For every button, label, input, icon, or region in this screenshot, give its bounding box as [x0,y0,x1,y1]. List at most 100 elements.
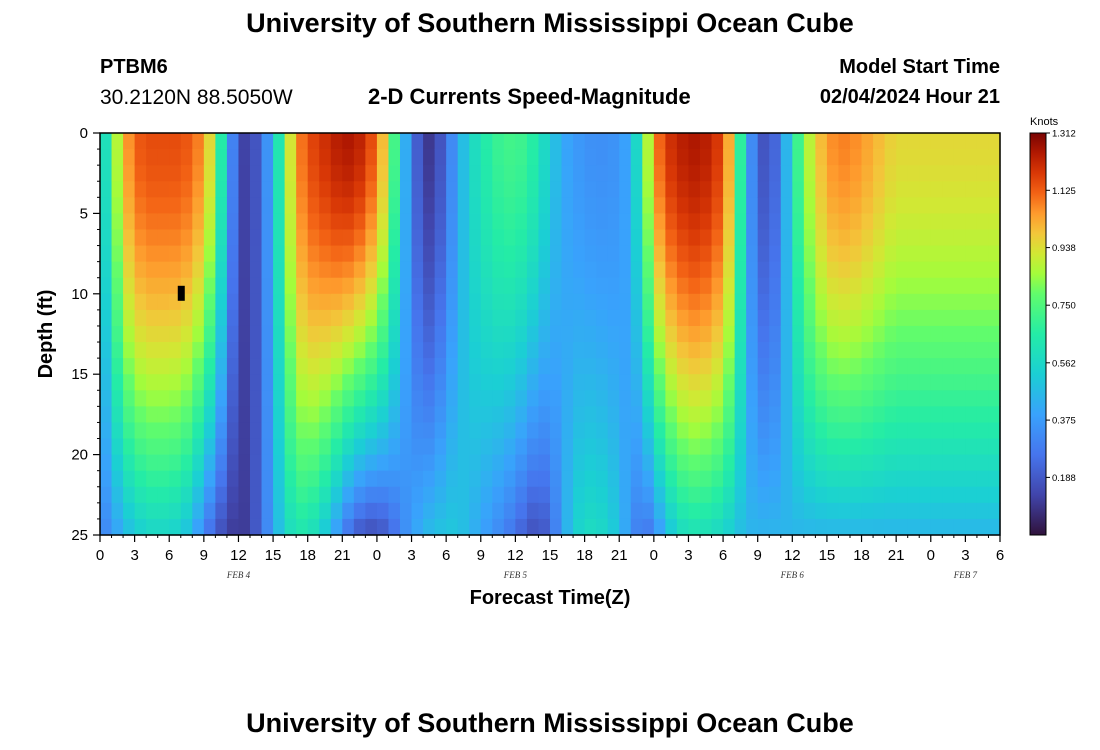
heatmap-cell [873,309,886,327]
heatmap-cell [965,325,978,343]
heatmap-cell [307,502,320,520]
heatmap-cell [353,390,366,407]
heatmap-cell [838,422,851,440]
heatmap-cell [411,261,424,279]
heatmap-cell [838,374,851,391]
heatmap-cell [157,309,170,327]
heatmap-cell [515,149,528,166]
heatmap-cell [734,261,747,279]
heatmap-cell [769,149,782,166]
heatmap-cell [942,325,955,343]
heatmap-cell [423,406,436,424]
heatmap-cell [157,149,170,166]
heatmap-cell [630,277,643,295]
heatmap-cell [884,149,897,166]
heatmap-cell [573,149,586,166]
heatmap-cell [907,470,920,488]
heatmap-cell [942,309,955,327]
heatmap-cell [342,197,355,214]
heatmap-cell [861,486,874,504]
heatmap-cell [273,342,286,359]
heatmap-cell [653,245,666,263]
heatmap-cell [596,197,609,214]
heatmap-cell [215,309,228,327]
heatmap-cell [976,229,990,247]
heatmap-cell [111,277,124,295]
heatmap-cell [423,165,436,182]
heatmap-cell [457,229,470,247]
heatmap-cell [319,261,332,279]
heatmap-cell [515,342,528,359]
heatmap-cell [342,325,355,343]
heatmap-cell [353,374,366,391]
heatmap-cell [123,149,136,166]
heatmap-cell [342,390,355,407]
heatmap-cell [550,486,563,504]
heatmap-cell [700,197,713,214]
heatmap-cell [607,245,620,263]
heatmap-cell [630,406,643,424]
heatmap-cell [146,293,159,311]
heatmap-cell [596,229,609,247]
heatmap-cell [942,374,955,391]
heatmap-cell [215,422,228,440]
heatmap-cell [342,438,355,456]
heatmap-cell [515,277,528,295]
heatmap-cell [838,213,851,231]
heatmap-cell [400,261,413,279]
heatmap-cell [653,213,666,231]
heatmap-cell [803,165,816,182]
heatmap-cell [803,133,816,150]
heatmap-cell [503,374,516,391]
heatmap-cell [319,374,332,391]
heatmap-cell [434,518,447,536]
heatmap-cell [434,502,447,520]
heatmap-cell [330,502,343,520]
heatmap-cell [469,406,482,424]
heatmap-cell [988,486,1001,504]
heatmap-cell [607,165,620,182]
heatmap-cell [526,374,540,391]
heatmap-cell [630,261,643,279]
heatmap-cell [538,502,551,520]
heatmap-cell [134,390,147,407]
heatmap-cell [157,229,170,247]
heatmap-cell [700,438,713,456]
heatmap-cell [134,229,147,247]
heatmap-cell [734,454,747,472]
heatmap-cell [376,454,390,472]
heatmap-cell [446,454,459,472]
heatmap-cell [746,486,759,504]
heatmap-cell [296,309,309,327]
heatmap-cell [273,406,286,424]
heatmap-cell [873,374,886,391]
heatmap-cell [792,213,805,231]
heatmap-cell [157,213,170,231]
heatmap-cell [988,342,1001,359]
heatmap-cell [630,438,643,456]
heatmap-cell [642,470,655,488]
heatmap-cell [884,502,897,520]
heatmap-cell [573,454,586,472]
heatmap-cell [365,165,378,182]
heatmap-cell [100,454,113,472]
heatmap-cell [550,470,563,488]
heatmap-cell [192,518,205,536]
heatmap-cell [930,229,943,247]
heatmap-cell [261,470,274,488]
heatmap-cell [423,422,436,440]
heatmap-cell [653,293,666,311]
heatmap-cell [515,502,528,520]
x-tick-label: 3 [130,547,138,564]
heatmap-cell [907,197,920,214]
heatmap-cell [884,165,897,182]
heatmap-cell [296,358,309,375]
heatmap-cell [653,454,666,472]
heatmap-cell [261,197,274,214]
heatmap-cell [411,213,424,231]
heatmap-cell [630,358,643,375]
heatmap-cell [411,133,424,150]
heatmap-cell [503,406,516,424]
heatmap-cell [423,486,436,504]
heatmap-cell [550,277,563,295]
